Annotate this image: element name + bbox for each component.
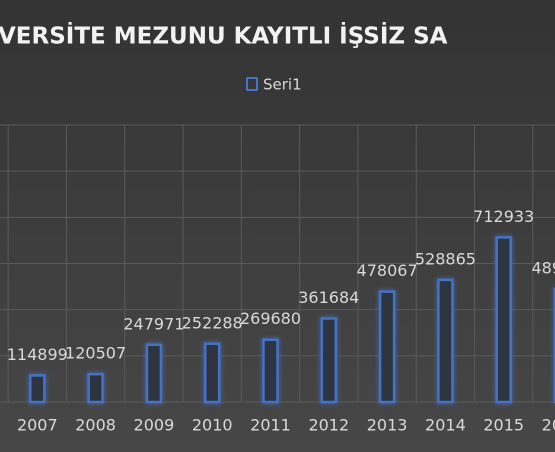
bar: [203, 342, 221, 404]
legend: Seri1: [246, 76, 302, 94]
legend-label: Seri1: [263, 76, 302, 94]
x-tick-label: 2016: [542, 416, 555, 435]
x-tick-label: 2012: [308, 416, 349, 435]
x-tick-label: 2013: [367, 416, 408, 435]
bar: [87, 372, 104, 404]
x-tick-label: 2014: [425, 416, 466, 435]
bar: [320, 317, 338, 404]
x-tick-label: 2010: [192, 416, 233, 435]
x-tick-label: 2015: [483, 416, 524, 435]
x-tick-label: 2009: [134, 416, 175, 435]
data-label: 489000: [531, 259, 555, 278]
bar: [378, 290, 396, 404]
x-tick-label: 2011: [250, 416, 291, 435]
data-label: 120507: [65, 344, 126, 363]
data-label: 247971: [123, 314, 184, 333]
legend-swatch: [246, 77, 258, 91]
data-label: 114899: [7, 345, 68, 364]
data-label: 478067: [357, 261, 418, 280]
bar: [495, 236, 512, 404]
x-tick-label: 2008: [75, 416, 116, 435]
data-label: 252288: [182, 313, 243, 332]
data-label: 361684: [298, 288, 359, 307]
bar: [437, 278, 454, 404]
data-label: 528865: [415, 249, 476, 268]
x-tick-label: 2007: [17, 416, 58, 435]
bar: [145, 343, 163, 404]
data-label: 269680: [240, 309, 301, 328]
data-label: 712933: [473, 207, 534, 226]
bar: [262, 338, 279, 404]
bar: [29, 374, 46, 404]
chart-title: VERSİTE MEZUNU KAYITLI İŞSİZ SA: [0, 22, 448, 50]
